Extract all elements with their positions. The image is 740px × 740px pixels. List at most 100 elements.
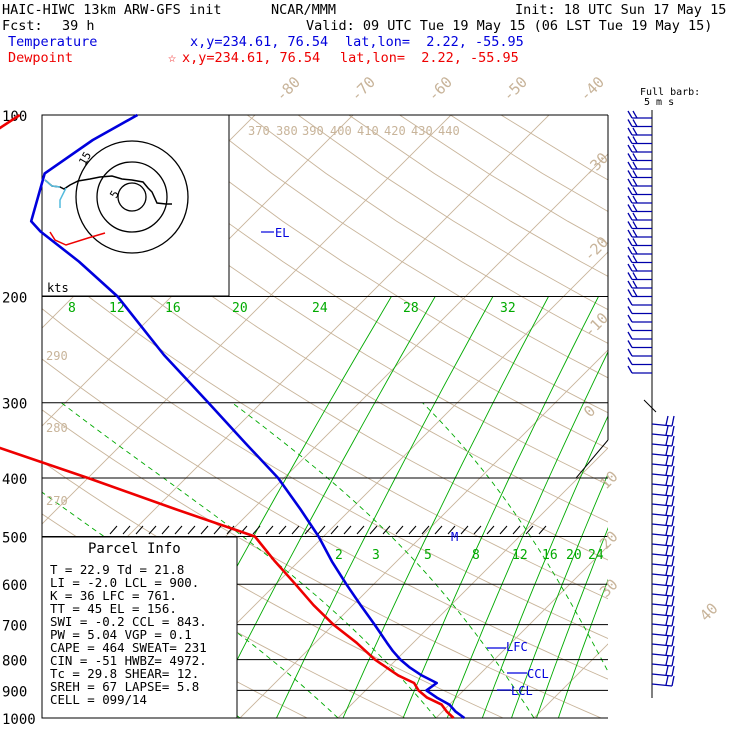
hodograph-box [41,114,230,297]
wind-barb-flag [627,314,633,323]
temperature-tick-label: -70 [347,73,379,105]
wind-barb [651,673,673,677]
mixing-ratio-label: 12 [109,301,125,316]
isotherm-line [239,349,608,718]
level-tick-mark [395,525,404,535]
wind-barb-flag [627,238,633,246]
theta-label: 400 [330,124,352,138]
wind-barb-flag [671,535,675,547]
pressure-tick-label: 800 [2,654,27,670]
el-marker-label: EL [275,226,289,240]
level-tick-mark [200,525,209,535]
theta-label: 430 [411,124,433,138]
wind-barb-flag [665,565,669,576]
wind-barb-flag [665,525,669,536]
wind-barb [651,483,673,487]
level-tick-mark [109,525,118,535]
level-tick-mark [278,525,287,535]
center-label: NCAR/MMM [271,2,337,18]
wind-barb-flag [632,229,638,238]
dry-adiabat-line [42,209,608,561]
wind-barb-flag [665,485,669,496]
wind-barb-flag [671,675,675,687]
wind-barb-flag [627,178,633,187]
wind-barb-flag [671,665,675,677]
parcel-info-row: PW = 5.04 VGP = 0.1 [50,627,192,642]
theta-label: 270 [46,494,68,508]
wind-barb-flag [627,255,633,263]
sounding-dewpoint-line [0,113,455,719]
level-tick-mark [525,525,534,535]
wind-barb-flag [665,665,669,676]
wind-barb [643,399,657,413]
wind-barb-flag [627,221,633,229]
wind-barb-flag [632,204,638,212]
parcel-info-row: LI = -2.0 LCL = 900. [50,575,199,590]
wind-barb-flag [632,170,638,178]
wind-barb-flag [671,645,675,657]
dry-adiabat-line [196,115,608,379]
wind-barb-flag [671,555,675,567]
isotherm-line [337,447,608,718]
temperature-tick-label: -80 [272,73,304,105]
theta-label: 370 [248,124,270,138]
wind-barb-flag [627,212,633,221]
wind-barb-flag [671,505,675,517]
level-tick-mark [408,525,417,535]
wind-barb [651,613,673,617]
theta-label: 390 [302,124,324,138]
wind-barb-flag [627,340,633,348]
wind-barb-flag [665,455,669,466]
wind-barb-flag [665,575,669,586]
parcel-info-title: Parcel Info [88,541,181,557]
wind-barb-flag [671,485,675,497]
parcel-info-row: T = 22.9 Td = 21.8 [50,562,184,577]
wind-barb-flag [627,110,633,119]
temperature-tick-label: -30 [580,149,612,181]
level-tick-mark [343,525,352,535]
temperature-latlon: lat,lon= 2.22, -55.95 [345,34,524,50]
wind-barb-flag [665,415,669,426]
theta-label: 280 [46,421,68,435]
pressure-tick-label: 600 [2,578,27,594]
wind-barb-flag [632,263,638,272]
wind-barb [651,573,673,577]
level-tick-mark [252,525,261,535]
wind-barb-flag [671,595,675,607]
wind-barb-flag [671,465,675,477]
temperature-tick-label: -10 [580,309,612,341]
wind-barb [651,543,673,547]
hodograph-ring-label: 15 [76,150,94,168]
parcel-info-row: TT = 45 EL = 156. [50,601,177,616]
dewpoint-latlon: lat,lon= 2.22, -55.95 [340,50,519,66]
level-tick-mark [460,525,469,535]
wind-barb-flag [665,545,669,556]
wind-barb [651,593,673,597]
isotherm-line [632,115,740,718]
mixing-ratio-label: 2 [335,548,343,563]
temperature-tick-label: -60 [424,73,456,105]
moist-adiabat-line [231,402,535,718]
pressure-tick-label: 400 [2,472,27,488]
wind-barb [651,653,673,657]
level-tick-mark [291,525,300,535]
wind-barb [651,643,673,647]
isotherm-line [141,251,608,718]
pressure-tick-label: 900 [2,684,27,700]
wind-barb [651,553,673,557]
parcel-info-box [41,536,238,719]
m-marker-label: M [451,530,458,544]
wind-barb-flag [671,615,675,627]
wind-barb-flag [665,585,669,596]
wind-barb-flag [671,635,675,647]
mixing-ratio-label: 5 [424,548,432,563]
mixing-ratio-label: 16 [165,301,181,316]
wind-barb-flag [627,272,633,280]
level-tick-mark [265,525,274,535]
wind-barb-flag [632,272,638,280]
hodograph-ring [117,182,147,212]
parcel-info-row: Tc = 29.8 SHEAR= 12. [50,666,199,681]
wind-barb-flag [665,645,669,656]
wind-barb [651,683,673,687]
